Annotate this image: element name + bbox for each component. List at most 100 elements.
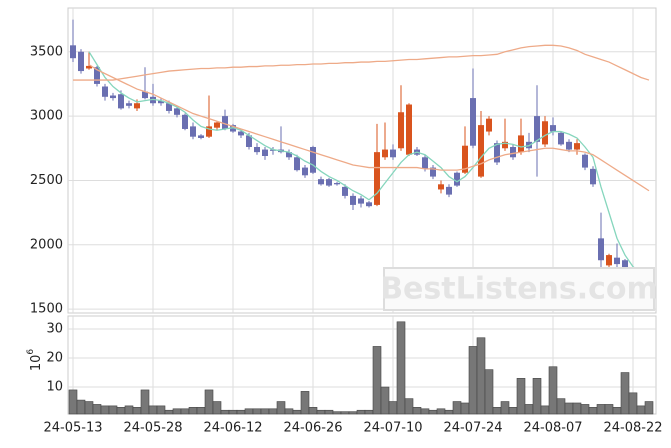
y-tick-label: 3000	[30, 109, 63, 124]
candle-body	[438, 184, 444, 190]
y-tick-label: 1500	[30, 302, 63, 317]
volume-bar	[348, 411, 358, 415]
volume-bar	[540, 405, 550, 415]
candle-body	[558, 132, 564, 145]
candle-body	[246, 135, 252, 147]
volume-bar	[252, 408, 262, 415]
volume-bar	[628, 392, 638, 415]
candle-body	[574, 143, 580, 150]
candle-body	[550, 125, 556, 132]
moving-average-line	[88, 64, 650, 192]
candle-body	[222, 116, 228, 129]
volume-bar	[332, 411, 342, 415]
volume-bar	[500, 401, 510, 415]
candle-body	[110, 95, 116, 99]
volume-bar	[372, 346, 382, 415]
volume-bar	[124, 405, 134, 415]
candle-body	[598, 238, 604, 261]
candle-body	[494, 143, 500, 163]
volume-bar	[564, 402, 574, 415]
candle-body	[134, 103, 140, 109]
x-tick-label: 24-07-10	[363, 421, 422, 436]
volume-bar	[548, 366, 558, 415]
y-tick-label: 3500	[30, 44, 63, 59]
candle-body	[126, 103, 132, 106]
y-tick-label: 2500	[30, 173, 63, 188]
y-tick-label: 10	[46, 380, 63, 395]
x-tick-label: 24-05-13	[43, 421, 102, 436]
volume-bar	[612, 407, 622, 415]
candle-body	[398, 112, 404, 149]
candle-body	[94, 67, 100, 84]
volume-bar	[412, 407, 422, 415]
candle-body	[342, 186, 348, 196]
volume-bar	[172, 408, 182, 415]
candle-body	[326, 179, 332, 186]
volume-bar	[164, 409, 174, 415]
volume-bar	[580, 404, 590, 415]
candle-body	[118, 94, 124, 109]
candle-body	[350, 195, 356, 205]
candle-body	[542, 121, 548, 145]
volume-bar	[116, 407, 126, 415]
volume-bar	[484, 369, 494, 415]
volume-bar	[468, 346, 478, 415]
volume-bar	[268, 408, 278, 415]
candle-body	[238, 131, 244, 136]
volume-bar	[204, 389, 214, 415]
volume-bar	[428, 409, 438, 415]
candle-body	[102, 86, 108, 97]
candle-body	[510, 146, 516, 158]
candle-body	[310, 146, 316, 173]
candle-body	[78, 51, 84, 72]
volume-bar	[244, 408, 254, 415]
volume-bar	[492, 407, 502, 415]
volume-bar	[316, 409, 326, 415]
moving-average-line	[73, 44, 650, 81]
candle-body	[390, 149, 396, 158]
volume-panel	[67, 315, 657, 415]
candle-body	[86, 65, 92, 69]
volume-bar	[364, 409, 374, 415]
volume-bar	[100, 405, 110, 415]
volume-bar	[604, 404, 614, 415]
volume-bar	[588, 407, 598, 415]
volume-bar	[644, 401, 654, 415]
volume-bar	[460, 402, 470, 415]
candle-body	[166, 103, 172, 111]
volume-bar	[284, 408, 294, 415]
candle-body	[622, 260, 628, 274]
volume-bar	[380, 386, 390, 415]
candle-body	[582, 154, 588, 168]
volume-bar	[236, 409, 246, 415]
x-tick-label: 24-06-26	[283, 421, 342, 436]
volume-bar	[356, 409, 366, 415]
volume-bar	[324, 409, 334, 415]
volume-bar	[508, 407, 518, 415]
x-tick-label: 24-08-07	[523, 421, 582, 436]
volume-bar	[620, 372, 630, 415]
volume-bar	[436, 408, 446, 415]
candle-body	[470, 98, 476, 146]
candle-body	[502, 141, 508, 149]
volume-bar	[156, 405, 166, 415]
y-axis-label: 106	[26, 349, 44, 372]
volume-bar	[188, 407, 198, 415]
volume-bar	[556, 398, 566, 415]
volume-bar	[140, 389, 150, 415]
candle-body	[302, 167, 308, 176]
volume-bar	[220, 409, 230, 415]
watermark-box	[383, 267, 655, 311]
volume-bar	[340, 411, 350, 415]
candle-body	[454, 172, 460, 186]
y-tick-label: 20	[46, 351, 63, 366]
candle-body	[430, 167, 436, 177]
candle-body	[158, 100, 164, 104]
volume-bar	[308, 407, 318, 415]
candle-body	[206, 126, 212, 137]
candle-body	[142, 91, 148, 99]
volume-bar	[212, 401, 222, 415]
volume-bar	[228, 409, 238, 415]
